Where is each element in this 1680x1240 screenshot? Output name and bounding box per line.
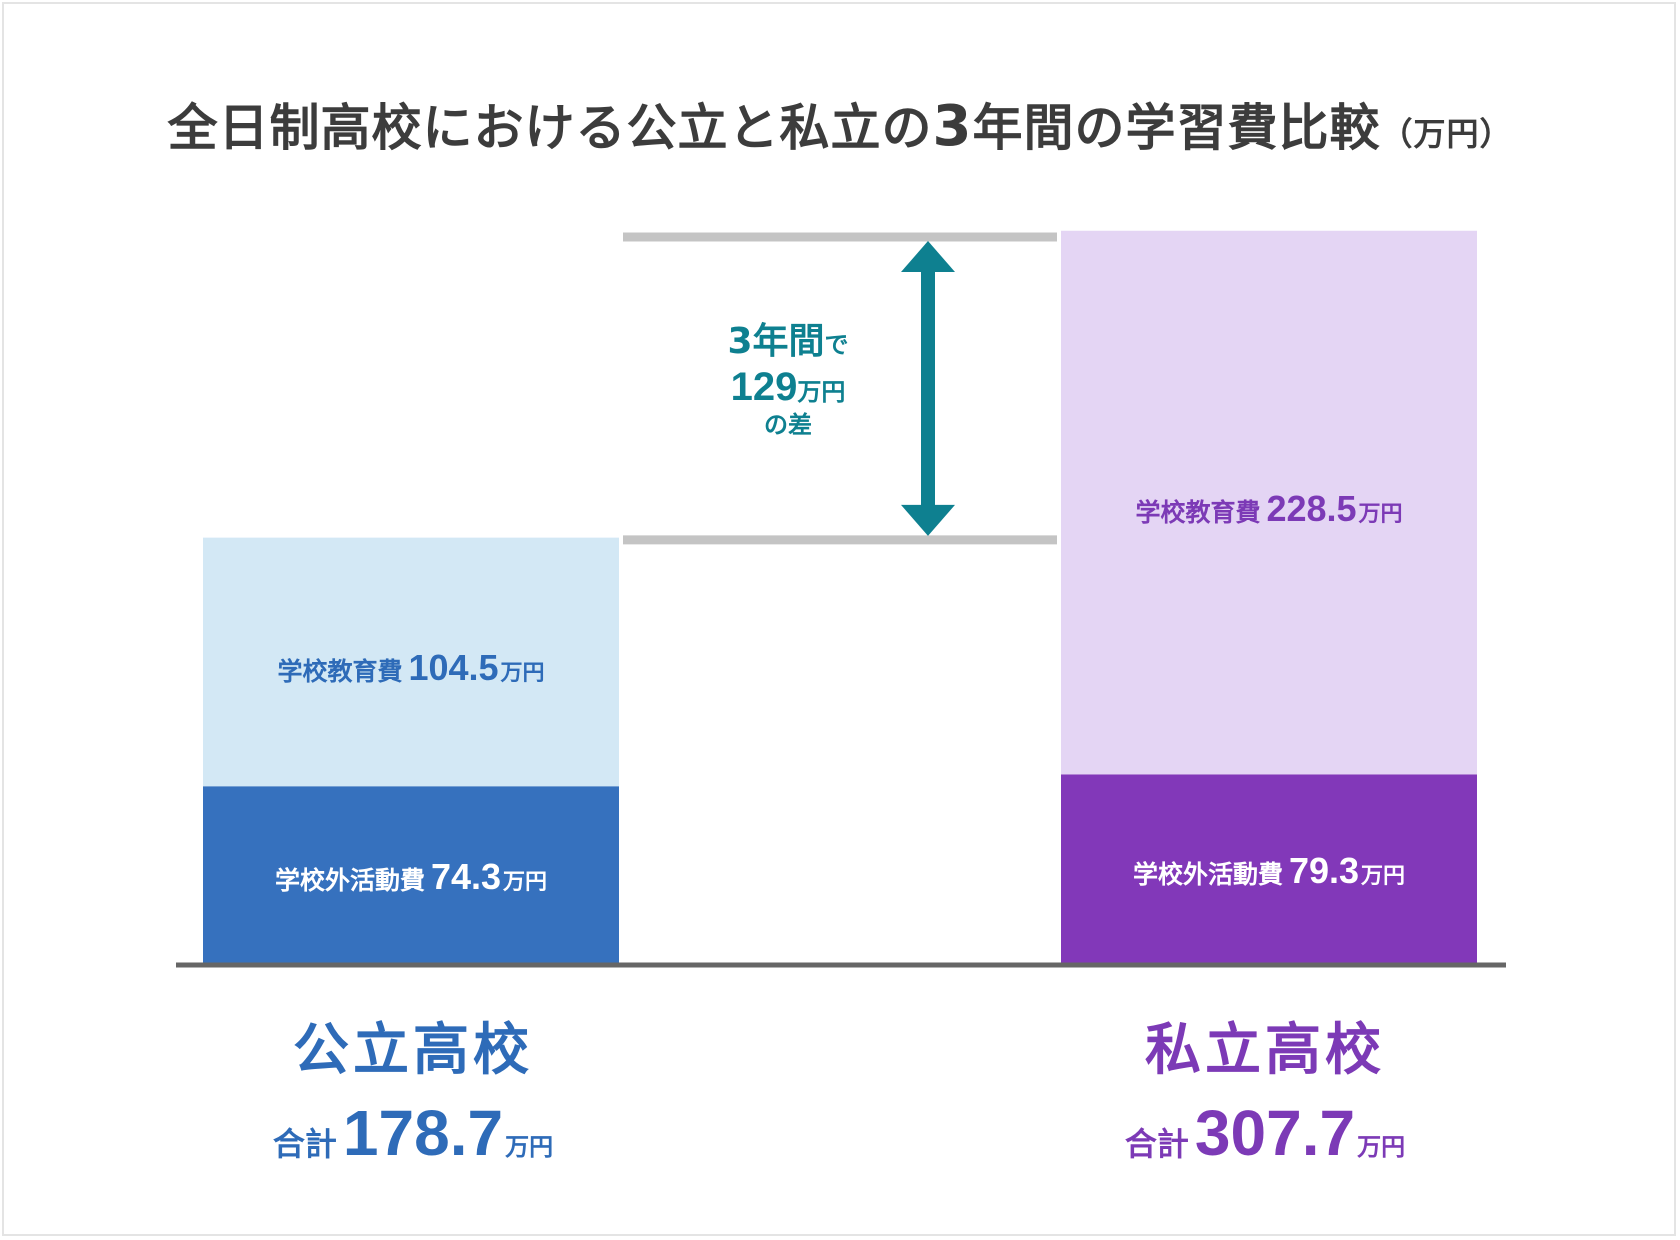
diff-unit: 万円 — [797, 378, 846, 407]
label-name: 学校教育費 — [1135, 497, 1261, 527]
label-value: 228.5 — [1266, 487, 1357, 529]
total-label: 合計 — [1124, 1125, 1189, 1163]
total-value: 307.7 — [1194, 1097, 1356, 1169]
label-value: 79.3 — [1288, 849, 1360, 891]
category-public: 公立高校 合計178.7万円 — [273, 1005, 553, 1170]
difference-arrow-head-down — [901, 504, 955, 536]
title-unit: （万円） — [1380, 115, 1513, 153]
diff-value: 129 — [730, 365, 798, 410]
label-name: 学校外活動費 — [274, 865, 425, 895]
label-value: 74.3 — [430, 855, 502, 897]
category-name: 私立高校 — [1144, 1018, 1385, 1083]
diff-period: 3年間 — [727, 321, 825, 362]
bar-public-outside-activity — [203, 786, 619, 963]
total-value: 178.7 — [342, 1097, 504, 1169]
label-name: 学校教育費 — [277, 656, 403, 686]
label-unit: 万円 — [500, 660, 545, 686]
label-private-school: 学校教育費 228.5万円 — [1135, 488, 1402, 530]
bar-private-school-education — [1061, 230, 1477, 775]
label-unit: 万円 — [503, 869, 548, 895]
total-unit: 万円 — [505, 1133, 554, 1161]
total-unit: 万円 — [1357, 1133, 1406, 1161]
difference-annotation: 3年間で 129万円 の差 — [688, 320, 888, 440]
label-unit: 万円 — [1361, 863, 1406, 889]
label-public-outside: 学校外活動費 74.3万円 — [275, 856, 547, 898]
category-total: 合計307.7万円 — [1125, 1096, 1405, 1170]
category-total: 合計178.7万円 — [273, 1096, 553, 1170]
label-name: 学校外活動費 — [1132, 859, 1283, 889]
total-label: 合計 — [272, 1125, 337, 1163]
diff-particle: で — [824, 331, 849, 359]
bar-public-school-education — [203, 537, 619, 787]
label-private-outside: 学校外活動費 79.3万円 — [1133, 850, 1405, 892]
title-text: 全日制高校における公立と私立の — [167, 99, 933, 157]
label-unit: 万円 — [1358, 501, 1403, 527]
label-value: 104.5 — [408, 646, 499, 688]
chart-title: 全日制高校における公立と私立の3年間の学習費比較（万円） — [0, 88, 1680, 160]
title-text-2: 年間の学習費比較 — [972, 99, 1381, 157]
diff-suffix: の差 — [764, 411, 812, 440]
bar-private-outside-activity — [1061, 774, 1477, 963]
label-public-school: 学校教育費 104.5万円 — [277, 647, 544, 689]
category-private: 私立高校 合計307.7万円 — [1125, 1005, 1405, 1170]
difference-arrow-head-up — [901, 241, 955, 272]
category-name: 公立高校 — [292, 1018, 533, 1083]
title-number: 3 — [932, 94, 973, 159]
